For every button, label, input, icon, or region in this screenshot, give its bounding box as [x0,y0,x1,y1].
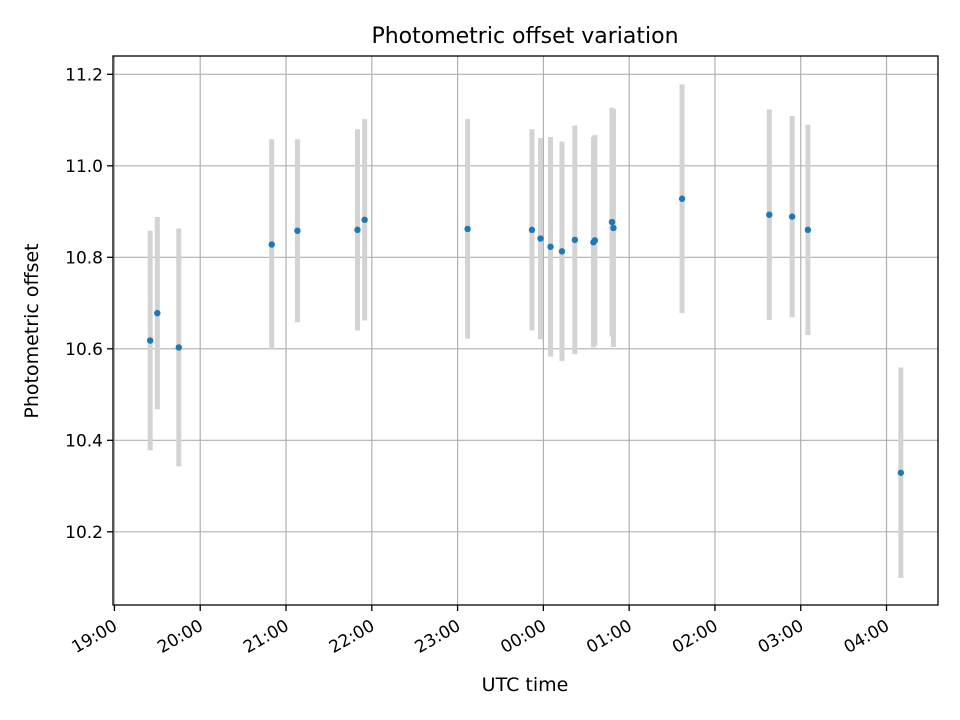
y-axis-label: Photometric offset [21,243,43,418]
data-point [610,224,617,232]
y-tick-label: 10.4 [65,431,103,451]
y-tick-label: 10.8 [65,248,103,268]
data-point [571,236,579,244]
data-point [591,237,599,244]
x-axis-label: UTC time [482,674,569,696]
data-point [361,216,368,223]
data-point [897,469,905,476]
y-axis-ticks: 10.2 10.4 10.6 10.8 11.0 11.2 [65,65,113,543]
data-point [268,241,275,248]
data-point [558,248,566,255]
data-point [464,225,471,233]
data-point [528,226,536,234]
data-point [788,213,796,220]
data-point [175,344,182,351]
data-point [766,211,773,218]
data-point [804,226,812,234]
data-point [608,218,616,226]
axes-frame [112,55,939,606]
y-tick-label: 11.2 [65,65,103,85]
data-points [146,195,905,476]
data-point [154,309,161,317]
y-tick-label: 10.6 [65,340,103,360]
chart-title: Photometric offset variation [371,24,678,49]
grid [113,56,938,605]
data-point [547,243,554,250]
y-tick-label: 10.2 [65,523,103,543]
data-point [146,337,154,344]
data-point [294,227,301,234]
data-point [537,235,544,242]
y-tick-label: 11.0 [65,157,103,177]
data-point [354,226,361,234]
data-point [678,195,686,202]
